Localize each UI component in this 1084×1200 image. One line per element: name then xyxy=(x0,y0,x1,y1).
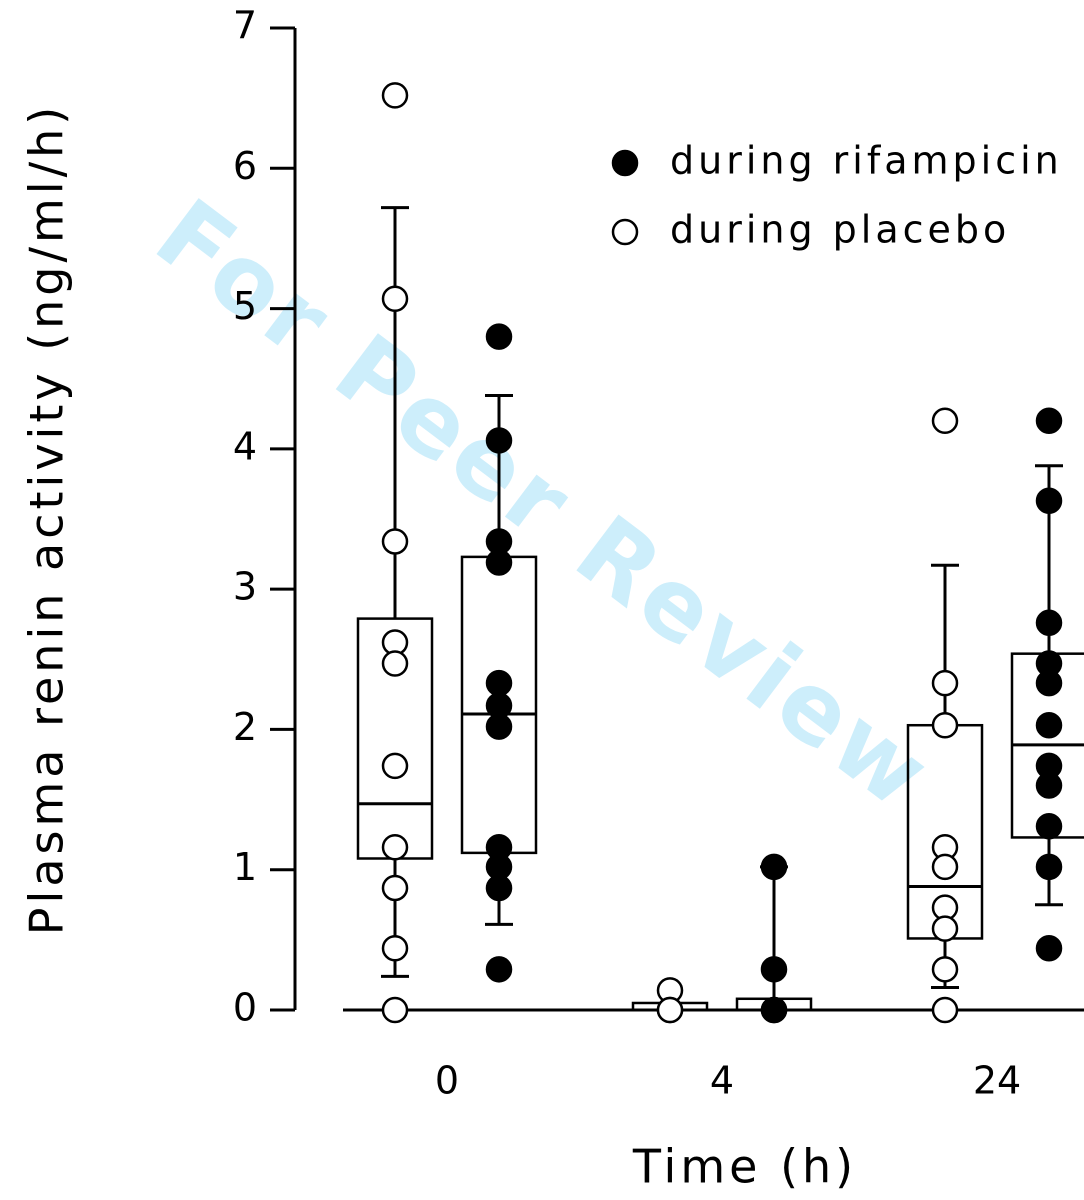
y-tick-label: 7 xyxy=(233,4,257,48)
data-point xyxy=(381,650,409,677)
data-point xyxy=(381,82,409,109)
x-tick-label: 24 xyxy=(973,1059,1021,1103)
watermark: For Peer Review xyxy=(136,178,953,832)
data-point xyxy=(1035,711,1063,739)
data-point xyxy=(931,915,959,942)
data-point xyxy=(1035,772,1063,799)
data-point xyxy=(381,752,409,780)
y-tick-label: 0 xyxy=(233,986,257,1030)
data-point xyxy=(656,996,684,1024)
y-tick-label: 2 xyxy=(233,705,257,749)
data-point xyxy=(381,528,409,555)
y-tick-label: 1 xyxy=(233,845,257,889)
data-point xyxy=(485,323,513,350)
data-point xyxy=(931,407,959,435)
y-tick-label: 4 xyxy=(233,424,257,468)
data-point xyxy=(1035,609,1063,637)
data-point xyxy=(381,996,409,1024)
x-tick-label: 0 xyxy=(435,1059,459,1103)
data-point xyxy=(485,427,513,454)
data-point xyxy=(760,853,788,881)
data-point xyxy=(1035,487,1063,515)
data-point xyxy=(485,874,513,902)
data-point xyxy=(1035,812,1063,840)
data-point xyxy=(931,996,959,1024)
data-point xyxy=(485,669,513,697)
data-point xyxy=(381,285,409,313)
data-point xyxy=(485,713,513,740)
y-axis-label: Plasma renin activity (ng/ml/h) xyxy=(20,103,74,935)
y-tick-label: 6 xyxy=(233,144,257,188)
data-point xyxy=(381,935,409,962)
y-tick-label: 5 xyxy=(233,284,257,328)
data-point xyxy=(760,956,788,983)
data-point xyxy=(1035,935,1063,962)
data-point xyxy=(381,834,409,861)
data-point xyxy=(1035,853,1063,881)
x-axis-label: Time (h) xyxy=(632,1140,857,1194)
data-point xyxy=(485,956,513,983)
data-point xyxy=(485,549,513,576)
data-point xyxy=(1035,407,1063,435)
x-tick-label: 4 xyxy=(710,1059,734,1103)
data-point xyxy=(1035,669,1063,697)
data-point xyxy=(760,996,788,1024)
legend-marker xyxy=(611,149,639,177)
data-point xyxy=(931,956,959,983)
legend-label: during placebo xyxy=(670,208,1010,252)
legend-label: during rifampicin xyxy=(670,139,1063,183)
data-point xyxy=(381,874,409,902)
legend-marker xyxy=(611,218,639,246)
data-point xyxy=(931,669,959,697)
data-point xyxy=(931,711,959,739)
y-tick-label: 3 xyxy=(233,565,257,609)
data-point xyxy=(931,853,959,881)
